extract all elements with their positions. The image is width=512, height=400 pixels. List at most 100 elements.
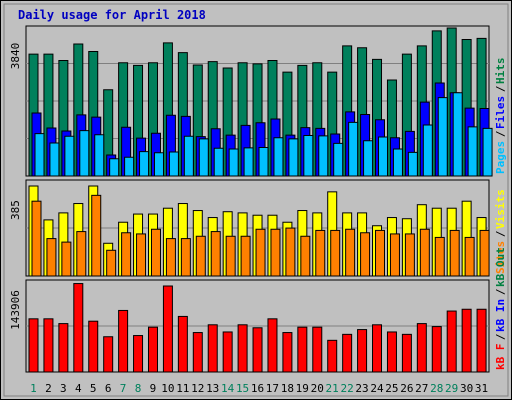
bar-sites-day-17	[270, 228, 281, 277]
bar-sites-day-10	[165, 238, 176, 277]
bar-pages-day-22	[348, 121, 359, 177]
legend-separator: /	[494, 288, 507, 295]
bar-kb-f-day-5	[88, 320, 99, 373]
bar-pages-day-7	[124, 156, 135, 177]
x-tick-label-day-29: 29	[445, 382, 458, 395]
bar-sites-day-24	[375, 229, 386, 277]
bar-pages-day-11	[183, 135, 194, 177]
legend-panel-3: kB F/kB In/kB Out	[494, 247, 507, 370]
bar-kb-f-day-30	[461, 308, 472, 373]
bar-pages-day-26	[407, 151, 418, 177]
x-tick-label-day-20: 20	[311, 382, 324, 395]
bar-sites-day-13	[210, 231, 221, 277]
bar-pages-day-29	[452, 92, 463, 177]
bar-kb-f-day-20	[312, 326, 323, 373]
bar-pages-day-13	[213, 147, 224, 177]
x-tick-label-day-4: 4	[75, 382, 82, 395]
bar-kb-f-day-19	[297, 326, 308, 373]
bar-pages-day-30	[467, 126, 478, 177]
bar-sites-day-31	[479, 229, 490, 277]
y-max-label: 143906	[9, 290, 22, 330]
legend-panel-2: Sites /Visits	[494, 189, 507, 274]
x-tick-label-day-14: 14	[221, 382, 235, 395]
bar-kb-f-day-4	[73, 283, 84, 373]
x-tick-label-day-17: 17	[266, 382, 279, 395]
legend-separator: /	[494, 230, 507, 237]
bar-kb-f-day-23	[357, 329, 368, 373]
bar-sites-day-30	[464, 236, 475, 277]
bar-kb-f-day-2	[43, 318, 54, 373]
x-axis-day-labels: 1 2 3 4 5 6 7 8 9 10 11 12 13 14 15 16 17 18 19 20 21 22 23 24 2…	[30, 382, 488, 395]
bar-pages-day-19	[303, 135, 314, 177]
bar-pages-day-8	[139, 151, 150, 177]
bar-kb-f-day-27	[416, 323, 427, 373]
bar-sites-day-7	[121, 232, 132, 277]
bar-kb-f-day-28	[431, 326, 442, 373]
legend-item: kB In	[494, 299, 507, 332]
x-tick-label-day-15: 15	[236, 382, 249, 395]
x-tick-label-day-11: 11	[176, 382, 189, 395]
bar-sites-day-25	[389, 233, 400, 277]
x-tick-label-day-27: 27	[415, 382, 428, 395]
x-tick-label-day-16: 16	[251, 382, 264, 395]
legend-item: kB F	[494, 344, 507, 371]
bar-pages-day-15	[243, 147, 254, 177]
legend-separator: /	[494, 333, 507, 340]
bar-kb-f-day-31	[476, 308, 487, 373]
bar-pages-day-24	[378, 136, 389, 177]
bar-kb-f-day-15	[237, 324, 248, 373]
bar-kb-f-day-9	[147, 326, 158, 373]
bar-pages-day-5	[94, 134, 105, 177]
bar-kb-f-day-1	[28, 318, 39, 373]
bar-kb-f-day-18	[282, 332, 293, 373]
x-tick-label-day-7: 7	[120, 382, 127, 395]
x-tick-label-day-9: 9	[150, 382, 157, 395]
bar-kb-f-day-12	[192, 332, 203, 373]
bar-sites-day-11	[180, 238, 191, 277]
x-tick-label-day-26: 26	[400, 382, 413, 395]
legend-separator: /	[494, 130, 507, 137]
bar-sites-day-2	[46, 238, 57, 277]
legend-separator: /	[494, 85, 507, 92]
x-tick-label-day-5: 5	[90, 382, 97, 395]
bar-sites-day-1	[31, 200, 42, 277]
legend-item: Hits	[494, 58, 507, 85]
bar-sites-day-9	[150, 228, 161, 277]
bar-kb-f-day-26	[401, 333, 412, 373]
bar-sites-day-5	[91, 194, 102, 277]
bar-pages-day-18	[288, 138, 299, 177]
x-tick-label-day-12: 12	[191, 382, 204, 395]
bar-kb-f-day-8	[133, 335, 144, 373]
x-tick-label-day-3: 3	[60, 382, 67, 395]
x-tick-label-day-24: 24	[370, 382, 384, 395]
bar-pages-day-20	[318, 135, 329, 177]
bar-kb-f-day-13	[207, 324, 218, 373]
legend-item: Sites	[494, 241, 507, 274]
x-tick-label-day-19: 19	[296, 382, 309, 395]
bar-sites-day-26	[404, 233, 415, 277]
bar-sites-day-21	[330, 229, 341, 277]
bar-pages-day-10	[168, 151, 179, 177]
legend-item: kB Out	[494, 247, 507, 287]
bar-pages-day-4	[79, 130, 90, 177]
bar-kb-f-day-22	[342, 333, 353, 373]
legend-panel-1: Pages/Files/Hits	[494, 58, 507, 175]
legend-item: Files	[494, 96, 507, 129]
x-tick-label-day-28: 28	[430, 382, 443, 395]
bar-sites-day-16	[255, 228, 266, 277]
bar-pages-day-1	[34, 133, 45, 177]
bar-sites-day-15	[240, 235, 251, 277]
x-tick-label-day-13: 13	[206, 382, 219, 395]
x-tick-label-day-8: 8	[135, 382, 142, 395]
x-tick-label-day-23: 23	[355, 382, 368, 395]
bar-sites-day-27	[419, 228, 430, 277]
x-tick-label-day-25: 25	[385, 382, 398, 395]
bar-kb-f-day-17	[267, 318, 278, 373]
bar-pages-day-14	[228, 148, 239, 177]
bar-kb-f-day-10	[162, 285, 173, 373]
bar-kb-f-day-25	[386, 331, 397, 373]
legend-item: Visits	[494, 189, 507, 229]
bar-pages-day-12	[198, 138, 209, 177]
